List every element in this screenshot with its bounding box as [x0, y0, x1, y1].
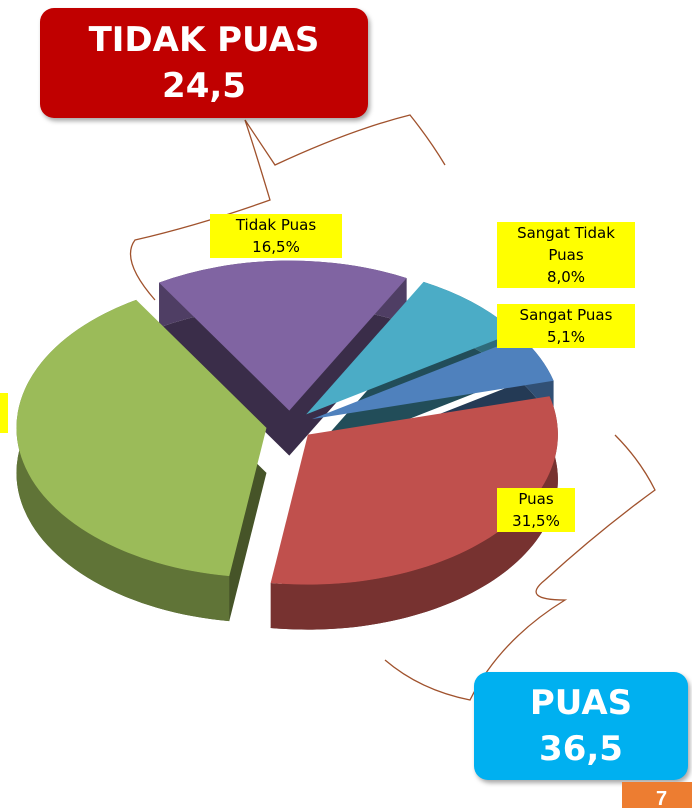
- slice-name: Sangat Puas: [519, 306, 613, 324]
- slice-label: Puas 31,5%: [497, 488, 575, 532]
- callout-value: 36,5: [539, 729, 623, 769]
- braces: [129, 114, 656, 701]
- pie-slice: [16, 299, 267, 577]
- slice-label: Tidak Puas 16,5%: [210, 214, 342, 258]
- cut-label-box: [0, 393, 8, 433]
- page-number: 7: [622, 782, 692, 808]
- pie-slice: [311, 337, 554, 420]
- callout-value: 24,5: [162, 66, 246, 106]
- pie-slice: [159, 260, 407, 411]
- slice-value: 8,0%: [546, 268, 586, 286]
- slice-value: 5,1%: [546, 328, 586, 346]
- pie-slice: [306, 281, 516, 415]
- callout-puas: PUAS 36,5: [474, 672, 688, 780]
- callout-title: TIDAK PUAS: [88, 20, 320, 60]
- slice-label: Sangat Tidak Puas 8,0%: [497, 222, 635, 288]
- slice-name: Sangat Tidak Puas: [517, 224, 615, 264]
- slice-name: Puas: [518, 490, 554, 508]
- brace-top: [129, 114, 446, 301]
- slice-wall: [270, 396, 558, 630]
- slice-name: Tidak Puas: [235, 216, 317, 234]
- callout-title: PUAS: [529, 683, 633, 723]
- pie-slice: [270, 396, 558, 585]
- slice-value: 31,5%: [512, 512, 560, 530]
- callout-tidak-puas: TIDAK PUAS 24,5: [40, 8, 368, 118]
- brace-bottom: [384, 434, 656, 701]
- slice-value: 16,5%: [252, 238, 300, 256]
- slice-label: Sangat Puas 5,1%: [497, 304, 635, 348]
